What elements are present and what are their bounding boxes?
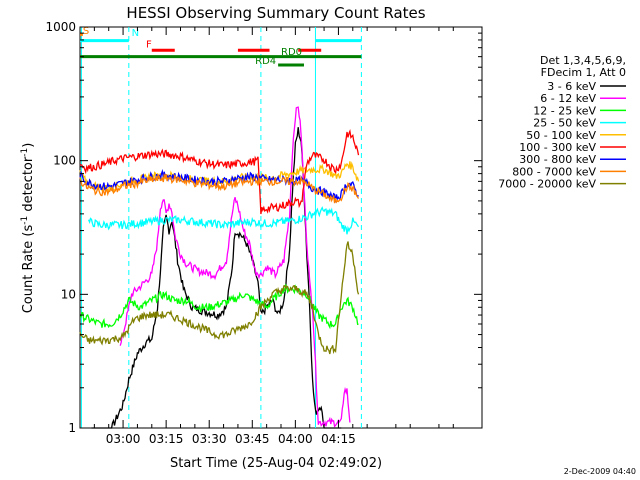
flag-label-rd4: RD4 [255, 56, 276, 67]
y-tick-label-1: 1 [68, 421, 76, 435]
series-line-100-300-kev [79, 129, 360, 215]
y-tick-label-10: 10 [61, 287, 76, 301]
legend-header-1: FDecim 1, Att 0 [541, 66, 626, 79]
x-tick-label-03-45: 03:45 [235, 432, 270, 446]
flag-label-s: S [83, 26, 89, 37]
legend-label-7000-20000-kev: 7000 - 20000 keV [498, 178, 596, 191]
flag-bars: S NF RD0 RD4 [80, 26, 362, 67]
series-lines [79, 106, 360, 429]
x-tick-label-03-30: 03:30 [192, 432, 227, 446]
chart-title: HESSI Observing Summary Count Rates [126, 4, 425, 22]
legend-label-25-50-kev: 25 - 50 keV [533, 117, 596, 130]
series-line-300-800-kev [79, 168, 359, 203]
y-axis-ticks: 1 10 100 1000 [45, 20, 482, 435]
y-tick-label-1000: 1000 [45, 20, 76, 34]
legend-label-6-12-kev: 6 - 12 keV [540, 92, 596, 105]
x-tick-label-03-00: 03:00 [106, 432, 141, 446]
legend-label-50-100-kev: 50 - 100 keV [526, 129, 596, 142]
x-axis-ticks: 03:00 03:15 03:30 03:45 04:00 04:15 [93, 27, 483, 446]
series-line-12-25-kev [80, 283, 359, 330]
x-tick-label-03-15: 03:15 [149, 432, 184, 446]
flag-label-f: F [146, 40, 152, 51]
x-axis-label: Start Time (25-Aug-04 02:49:02) [170, 456, 382, 471]
series-line-800-7000-kev [79, 172, 360, 204]
footer-date: 2-Dec-2009 04:40 [564, 467, 636, 476]
legend-label-12-25-kev: 12 - 25 keV [533, 104, 596, 117]
series-line-3-6-kev [91, 127, 342, 429]
y-axis-label-sup2: -1 [20, 148, 30, 157]
y-axis-label-sup1: -1 [20, 216, 30, 225]
y-axis-label-end: ) [21, 143, 36, 148]
flag-label-rd0: RD0 [281, 47, 302, 58]
x-tick-label-04-00: 04:00 [278, 432, 313, 446]
flag-label-n: N [132, 28, 139, 39]
legend-label-800-7000-kev: 800 - 7000 keV [512, 165, 596, 178]
series-line-7000-20000-kev [79, 241, 360, 355]
y-axis-label-main: Count Rate (s [21, 225, 36, 314]
plot-frame [79, 26, 483, 429]
y-axis-label-mid: detector [21, 156, 36, 216]
plot-area: S NF RD0 RD4 03:00 03:15 03:30 03:45 04:00 04:15… [45, 20, 483, 446]
legend-label-100-300-kev: 100 - 300 keV [519, 141, 596, 154]
legend-label-300-800-kev: 300 - 800 keV [519, 153, 596, 166]
legend-header-0: Det 1,3,4,5,6,9, [540, 54, 626, 67]
y-tick-label-100: 100 [53, 154, 76, 168]
legend-label-3-6-kev: 3 - 6 keV [547, 80, 596, 93]
legend: Det 1,3,4,5,6,9,FDecim 1, Att 03 - 6 keV… [498, 54, 626, 191]
x-tick-label-04-15: 04:15 [321, 432, 356, 446]
series-line-25-50-kev [88, 206, 360, 235]
y-axis-label: Count Rate (s-1 detector-1) [20, 143, 36, 314]
